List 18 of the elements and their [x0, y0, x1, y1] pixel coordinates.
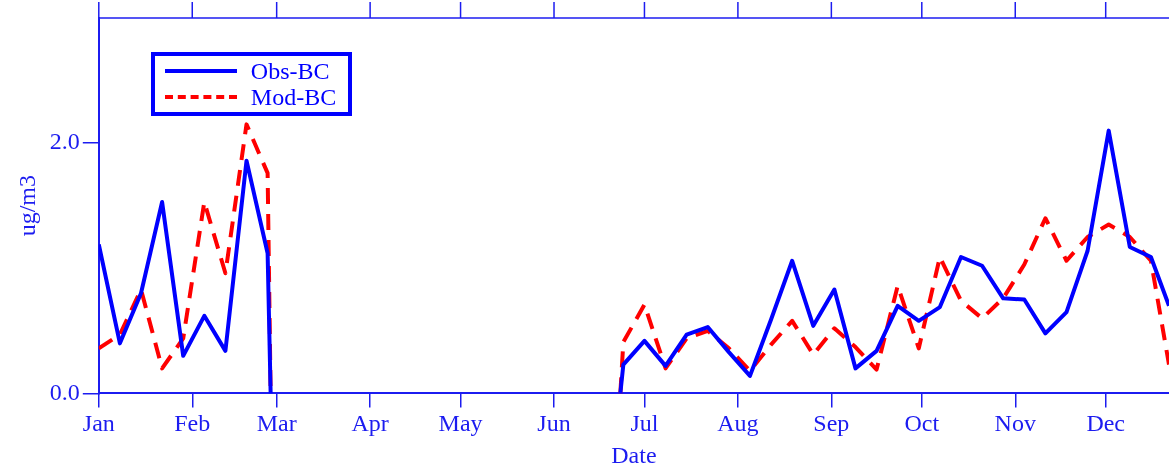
x-tick-label: Dec: [1086, 410, 1126, 437]
x-tick-label: Jun: [537, 410, 571, 437]
legend-label: Obs-BC: [250, 58, 330, 84]
x-tick-label: May: [438, 410, 483, 437]
legend-label: Mod-BC: [250, 84, 337, 110]
x-axis-title: Date: [611, 441, 657, 468]
x-tick-label: Sep: [813, 410, 850, 437]
y-tick-label: 0.0: [49, 378, 80, 405]
x-tick-label: Nov: [994, 410, 1036, 437]
x-tick-label: Aug: [717, 410, 759, 437]
x-tick-label: Jul: [630, 410, 659, 437]
y-tick-label: 2.0: [49, 128, 80, 155]
x-tick-label: Apr: [351, 410, 389, 437]
x-tick-label: Jan: [82, 410, 115, 437]
x-tick-label: Oct: [904, 410, 940, 437]
x-tick-label: Mar: [256, 410, 297, 437]
y-axis-title: ug/m3: [13, 175, 40, 237]
x-tick-label: Feb: [174, 410, 211, 437]
